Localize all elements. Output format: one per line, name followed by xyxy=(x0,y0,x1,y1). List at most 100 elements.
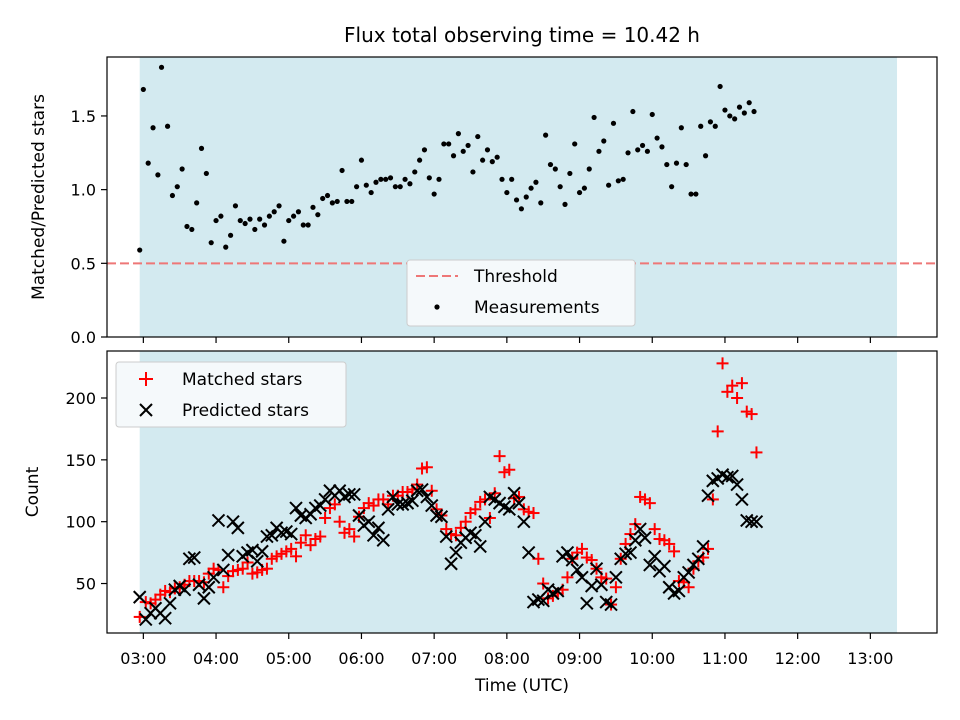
measurement-point xyxy=(363,182,369,188)
predicted-star-point xyxy=(395,497,410,512)
measurement-point xyxy=(702,153,709,159)
measurement-point xyxy=(218,213,224,219)
predicted-star-point xyxy=(681,565,696,580)
predicted-star-point xyxy=(730,477,744,492)
x-tick-label: 13:00 xyxy=(847,649,893,668)
predicted-star-point xyxy=(187,550,201,565)
matched-star-point xyxy=(236,562,249,575)
matched-star-point xyxy=(726,379,739,392)
measurement-point xyxy=(276,203,282,209)
measurement-point xyxy=(387,175,394,181)
measurement-point xyxy=(688,191,694,197)
measurement-point xyxy=(247,216,253,222)
measurement-point xyxy=(189,226,195,233)
bottom-y-axis: 50 100 150 200 xyxy=(65,389,107,594)
measurement-point xyxy=(281,238,287,244)
measurement-point xyxy=(194,200,200,206)
measurement-point xyxy=(184,223,190,230)
predicted-star-point xyxy=(216,563,231,577)
measurement-point xyxy=(698,123,704,129)
measurement-point xyxy=(169,192,176,199)
measurement-point xyxy=(310,204,316,210)
x-tick-label: 04:00 xyxy=(193,649,239,668)
predicted-star-point xyxy=(691,552,706,566)
predicted-star-point xyxy=(749,514,764,529)
measurement-point xyxy=(712,123,718,129)
measurement-point xyxy=(581,185,588,191)
bottom-y-tick-label: 50 xyxy=(76,575,96,594)
predicted-star-point xyxy=(439,529,453,544)
predicted-star-point xyxy=(609,570,623,585)
chart-title: Flux total observing time = 10.42 h xyxy=(344,23,700,47)
matched-star-point xyxy=(663,537,676,550)
measurement-point xyxy=(465,142,471,149)
predicted-star-point xyxy=(265,528,279,542)
measurement-point xyxy=(460,148,466,154)
predicted-star-point xyxy=(362,514,376,529)
measurement-point xyxy=(261,222,268,228)
matched-star-point xyxy=(319,511,332,524)
measurement-point xyxy=(606,182,612,188)
legend-matched-label: Matched stars xyxy=(182,370,302,390)
measurement-point xyxy=(397,184,403,190)
measurement-point xyxy=(601,138,607,144)
measurement-point xyxy=(649,111,655,118)
measurement-point xyxy=(513,197,520,203)
legend-predicted-label: Predicted stars xyxy=(182,401,309,421)
predicted-star-point xyxy=(192,578,206,592)
predicted-star-point xyxy=(163,596,177,611)
measurement-point xyxy=(354,184,360,190)
predicted-star-point xyxy=(521,545,536,560)
measurement-point xyxy=(378,176,384,182)
measurement-point xyxy=(383,176,389,182)
measurement-point xyxy=(683,161,689,168)
measurement-point xyxy=(203,170,209,177)
measurement-point xyxy=(140,86,146,93)
measurement-point xyxy=(315,212,321,218)
top-y-tick-label: 1.5 xyxy=(71,107,96,126)
matched-star-point xyxy=(285,542,298,555)
matched-star-point xyxy=(304,539,317,552)
measurement-point xyxy=(232,203,239,209)
measurement-point xyxy=(257,216,263,222)
top-y-axis: 0.0 0.5 1.0 1.5 xyxy=(71,107,107,347)
bottom-y-tick-label: 150 xyxy=(65,451,96,470)
measurement-point xyxy=(630,108,636,115)
matched-star-point xyxy=(575,542,588,555)
measurement-point xyxy=(150,125,156,131)
top-legend: Threshold Measurements xyxy=(406,259,636,327)
predicted-star-point xyxy=(347,487,361,502)
measurement-point xyxy=(421,147,428,153)
predicted-star-point xyxy=(211,513,226,528)
measurement-point xyxy=(499,176,505,182)
top-y-axis-label: Matched/Predicted stars xyxy=(29,94,49,300)
measurement-point xyxy=(654,135,660,141)
bottom-legend: Matched stars Predicted stars xyxy=(115,361,347,428)
predicted-star-point xyxy=(517,514,531,529)
measurement-point xyxy=(489,159,495,165)
matched-star-point xyxy=(449,529,462,542)
matched-star-point xyxy=(527,507,540,520)
predicted-star-point xyxy=(468,528,483,542)
matched-star-point xyxy=(333,515,346,528)
measurement-point xyxy=(373,179,379,185)
measurement-point xyxy=(392,184,398,190)
predicted-star-point xyxy=(221,548,235,562)
measurement-point xyxy=(290,213,297,219)
predicted-star-point xyxy=(177,583,192,597)
matched-star-point xyxy=(643,497,656,510)
x-tick-label: 05:00 xyxy=(266,649,312,668)
matched-star-point xyxy=(314,530,327,543)
measurement-point xyxy=(305,222,311,228)
measurement-point xyxy=(300,222,306,228)
predicted-star-point xyxy=(560,545,575,560)
measurement-point xyxy=(237,217,243,224)
predicted-star-point xyxy=(657,559,672,573)
measurement-point xyxy=(475,133,481,140)
matched-star-point xyxy=(503,463,516,476)
predicted-star-point xyxy=(594,578,609,592)
measurement-point xyxy=(329,200,335,206)
predicted-star-point xyxy=(473,539,487,554)
matched-star-point xyxy=(299,529,312,542)
measurement-point xyxy=(208,240,214,246)
